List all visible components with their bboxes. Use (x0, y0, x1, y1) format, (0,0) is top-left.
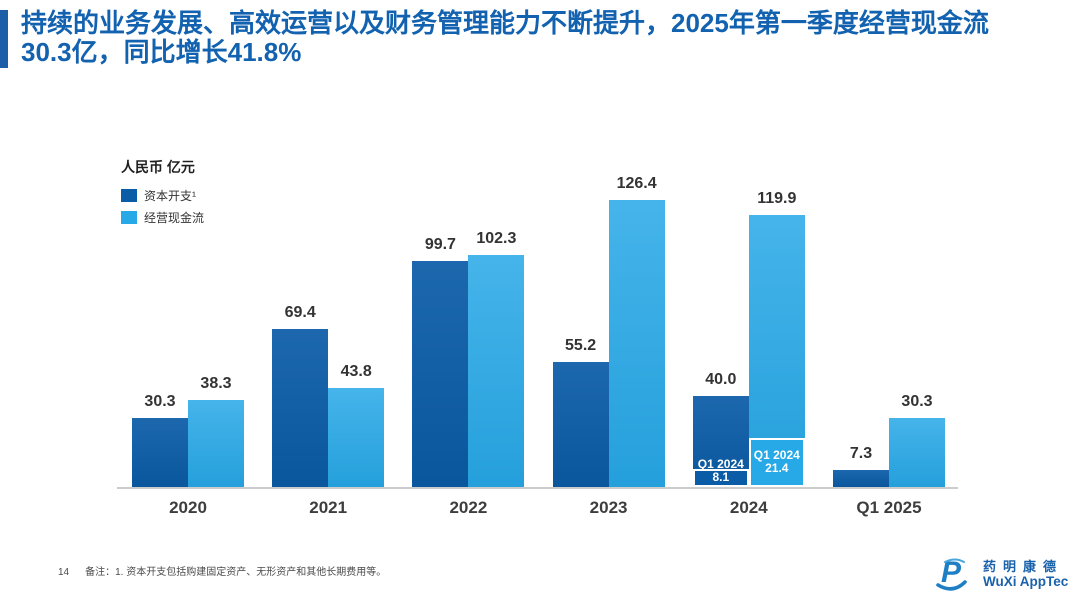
q1-overlay-capex: Q1 2024 8.1 (692, 458, 749, 487)
overlay-label: Q1 2024 8.1 (697, 457, 744, 485)
title-accent-bar (0, 10, 8, 68)
logo-text: 药明康德 WuXi AppTec (983, 559, 1068, 589)
category-label: 2020 (169, 498, 207, 517)
slide-title-line2: 30.3亿，同比增长41.8% (21, 37, 302, 67)
legend-label-cashflow: 经营现金流 (144, 210, 205, 225)
bar-2020-cashflow (188, 400, 244, 487)
slide-title: 持续的业务发展、高效运营以及财务管理能力不断提升，2025年第一季度经营现金流 … (21, 9, 1071, 67)
legend-label-capex: 资本开支¹ (144, 188, 196, 203)
value-label: 30.3 (901, 393, 933, 411)
category-label: 2024 (729, 498, 768, 517)
footer: 14 备注：1. 资本开支包括购建固定资产、无形资产和其他长期费用等。 (58, 563, 386, 578)
bar-2022-cashflow (468, 254, 525, 487)
bar-2021-cashflow (328, 387, 385, 487)
overlay-label: Q1 2024 21.4 (753, 448, 800, 476)
logo-cn-text: 药明康德 (983, 559, 1064, 574)
logo-p-icon: P (936, 556, 967, 591)
bar-2021-capex (272, 329, 329, 487)
capex-swatch (121, 188, 137, 202)
q1-overlay-cashflow: Q1 2024 21.4 (748, 438, 805, 487)
unit-label: 人民币 亿元 (121, 159, 195, 175)
value-label: 102.3 (476, 229, 517, 247)
category-label: Q1 2025 (856, 498, 922, 517)
value-label: 38.3 (200, 375, 232, 393)
bar-2023-cashflow (608, 200, 665, 487)
value-label: 30.3 (144, 393, 176, 411)
bar-q1-2025-capex (833, 470, 889, 487)
slide-title-line1: 持续的业务发展、高效运营以及财务管理能力不断提升，2025年第一季度经营现金流 (21, 8, 989, 38)
value-label: 126.4 (616, 175, 657, 193)
wuxi-apptec-logo: P 药明康德 WuXi AppTec (933, 554, 1068, 594)
footnote: 备注：1. 资本开支包括购建固定资产、无形资产和其他长期费用等。 (85, 567, 387, 578)
value-label: 119.9 (757, 189, 797, 207)
value-label: 7.3 (849, 445, 873, 463)
logo-en-text: WuXi AppTec (983, 574, 1069, 589)
chart-legend: 人民币 亿元 资本开支¹ 经营现金流 (121, 157, 204, 232)
category-label: 2022 (449, 498, 488, 517)
category-label: 2021 (309, 498, 348, 517)
legend-item-cashflow: 经营现金流 (121, 210, 205, 225)
bar-2023-capex (552, 361, 609, 487)
value-label: 55.2 (565, 336, 597, 354)
bar-2020-capex (132, 418, 188, 487)
cashflow-swatch (121, 210, 137, 224)
legend-item-capex: 资本开支¹ (121, 188, 204, 203)
bar-q1-2025-cashflow (889, 418, 945, 487)
svg-text:P: P (941, 556, 962, 589)
x-axis-line (117, 487, 958, 489)
page-number: 14 (58, 567, 70, 578)
value-label: 40.0 (705, 371, 737, 389)
value-label: 99.7 (424, 235, 456, 253)
value-label: 43.8 (340, 362, 372, 380)
bar-2022-capex (412, 260, 469, 487)
category-label: 2023 (589, 498, 628, 517)
value-label: 69.4 (284, 304, 316, 322)
